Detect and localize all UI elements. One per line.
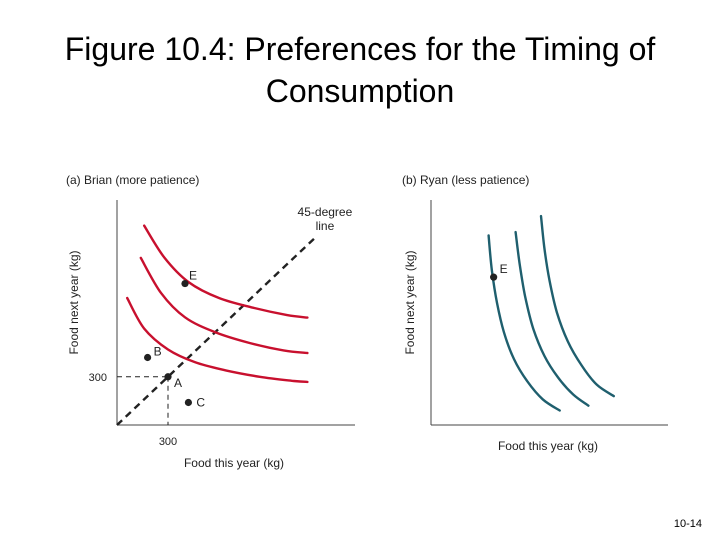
- panel-b-y-axis-label: Food next year (kg): [403, 250, 417, 354]
- panel-b-indifference-curve-2: [514, 230, 590, 407]
- panel-a-x-tick-label: 300: [159, 436, 177, 448]
- panel-a-indifference-curve-1: [126, 296, 309, 384]
- panel-a-point-a: [164, 373, 172, 381]
- panel-a-point-c: [184, 398, 192, 407]
- panel-a-point-label-b: B: [154, 345, 162, 359]
- panel-b-x-axis-label: Food this year (kg): [498, 439, 598, 453]
- panel-a-point-b: [144, 353, 152, 362]
- panel-a-point-label-a: A: [174, 376, 182, 390]
- slide-title-line-2: Consumption: [265, 73, 455, 109]
- panel-a-reference-line-label-line-1: 45-degree: [298, 205, 353, 219]
- panel-a-indifference-curve-2: [139, 256, 309, 355]
- panel-b-indifference-curve-3: [539, 214, 615, 398]
- panel-a-title: (a) Brian (more patience): [66, 173, 199, 187]
- panel-a-reference-line-label-line-2: line: [316, 219, 335, 233]
- panel-b-title: (b) Ryan (less patience): [402, 173, 529, 187]
- panel-b-point-e: [490, 273, 498, 281]
- slide-number: 10-14: [673, 518, 702, 530]
- slide-title-line-1: Figure 10.4: Preferences for the Timing …: [64, 31, 656, 67]
- panel-a-reference-line-45-degree: [116, 235, 318, 426]
- panel-b-indifference-curve-1: [487, 234, 561, 412]
- panel-a-indifference-curve-3: [143, 224, 309, 319]
- panel-a-point-e: [181, 279, 189, 288]
- panel-a-point-label-c: C: [196, 396, 205, 410]
- panel-a-y-tick-label: 300: [89, 372, 107, 384]
- panel-a-x-axis-label: Food this year (kg): [184, 456, 284, 470]
- panel-b-point-label-e: E: [500, 262, 508, 276]
- slide-title: Figure 10.4: Preferences for the Timing …: [40, 28, 680, 112]
- panel-a-y-axis-label: Food next year (kg): [67, 250, 81, 354]
- panel-a-point-label-e: E: [189, 269, 197, 283]
